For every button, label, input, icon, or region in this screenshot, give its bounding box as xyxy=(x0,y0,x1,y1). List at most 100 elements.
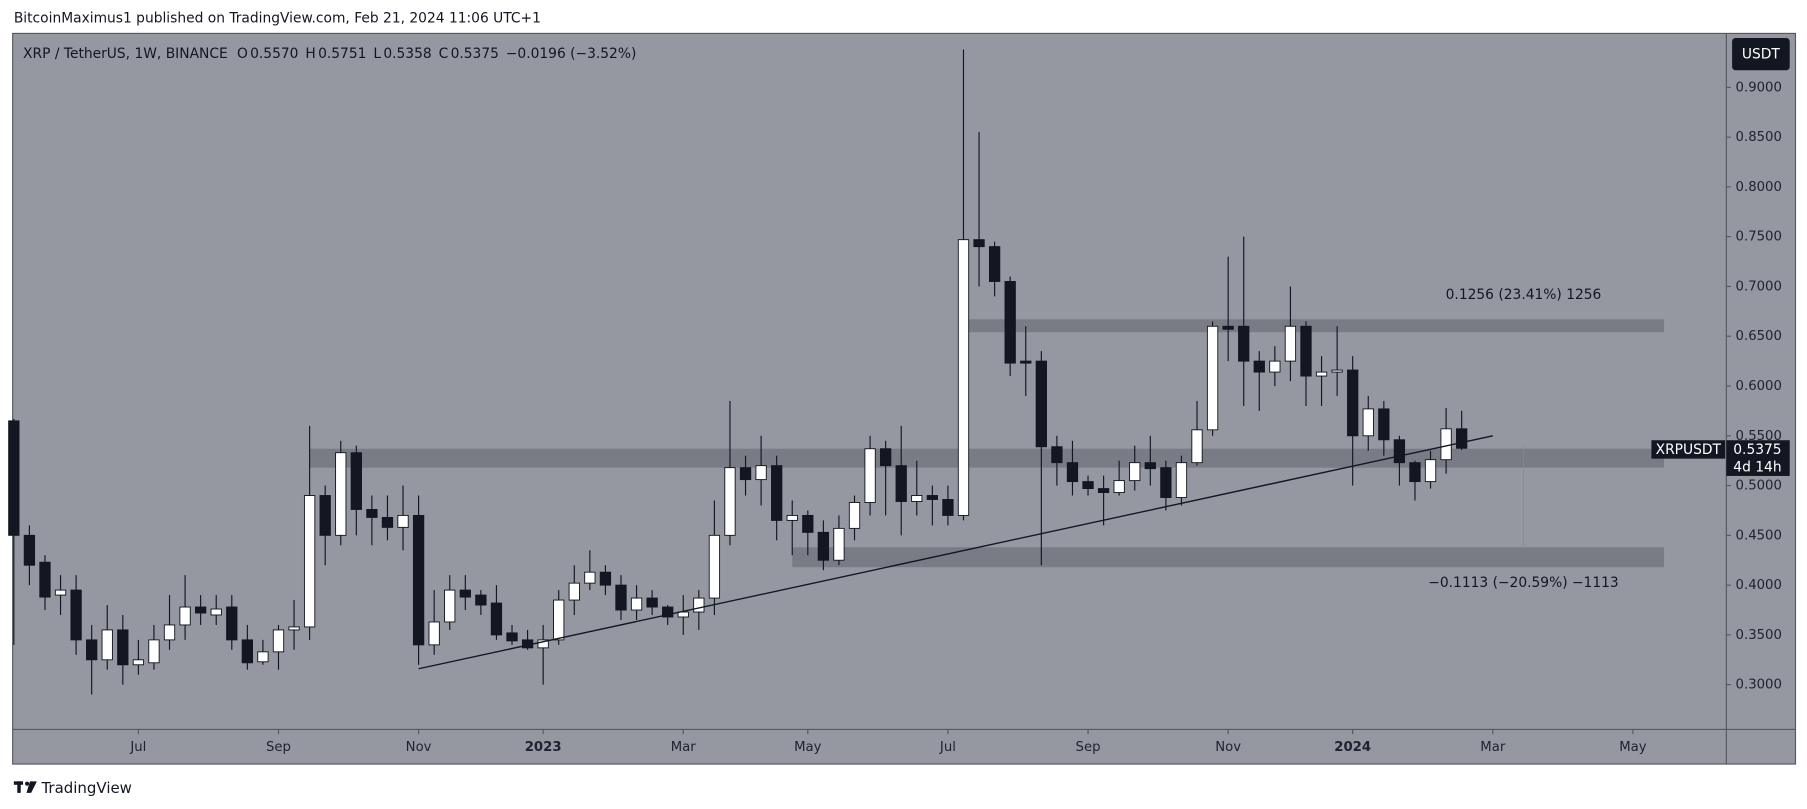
candle-body xyxy=(1409,462,1421,483)
candle-body xyxy=(817,531,830,561)
x-tick-label: Nov xyxy=(1215,740,1241,755)
candle-body xyxy=(568,582,580,601)
y-tick-label: 0.6000 xyxy=(1736,379,1782,394)
plot xyxy=(8,49,1665,695)
candle-body xyxy=(226,606,238,641)
legend-c-value: 0.5375 xyxy=(451,46,499,62)
candle-body xyxy=(802,514,814,533)
candle-body xyxy=(1238,325,1250,362)
candle-body xyxy=(86,639,98,661)
upper-measure: 0.1256 (23.41%) 1256 xyxy=(1446,287,1602,303)
candle-body xyxy=(973,239,985,248)
x-tick-label: Sep xyxy=(266,740,291,755)
y-tick-label: 0.8500 xyxy=(1736,130,1782,145)
y-tick-label: 0.8000 xyxy=(1736,180,1782,195)
y-tick-label: 0.5500 xyxy=(1736,429,1782,444)
candle-body xyxy=(942,499,954,516)
legend-c: C xyxy=(439,46,449,62)
candle-body xyxy=(459,589,471,598)
candle-body xyxy=(397,514,409,528)
candle-body xyxy=(1284,325,1297,362)
candle-body xyxy=(506,632,518,642)
candle-body xyxy=(1253,360,1265,373)
candle-body xyxy=(911,495,923,502)
candle-body xyxy=(1051,446,1063,464)
candle-body xyxy=(988,246,1001,282)
candle-body xyxy=(70,589,82,641)
candle-body xyxy=(708,534,721,599)
candle-body xyxy=(350,452,362,510)
candle-body xyxy=(8,420,20,536)
candle-body xyxy=(303,495,316,628)
y-tick-label: 0.3500 xyxy=(1736,628,1782,643)
candle-body xyxy=(1175,462,1188,498)
candle-body xyxy=(615,584,627,611)
legend-symbol: XRP / TetherUS, 1W, BINANCE xyxy=(23,46,228,62)
candle-body xyxy=(537,639,549,649)
candle-body xyxy=(957,239,970,516)
candle-body xyxy=(366,509,378,518)
candle-body xyxy=(1144,462,1156,470)
legend-l-value: 0.5358 xyxy=(383,46,431,62)
y-tick-label: 0.4500 xyxy=(1736,528,1782,543)
y-tick-label: 0.4000 xyxy=(1736,578,1782,593)
candle-body xyxy=(1456,428,1468,449)
candle-body xyxy=(895,465,907,502)
symbol-tag-text: XRPUSDT xyxy=(1656,442,1722,458)
y-tick-label: 0.9000 xyxy=(1736,80,1782,95)
candle-body xyxy=(1004,281,1016,364)
currency-label[interactable]: USDT xyxy=(1742,47,1781,63)
y-tick-label: 0.7000 xyxy=(1736,279,1782,294)
x-tick-label: 2023 xyxy=(525,740,562,755)
candle-body xyxy=(381,516,394,528)
candle-body xyxy=(412,514,425,646)
candle-body xyxy=(444,589,456,623)
symbol-tag xyxy=(1651,440,1726,459)
legend-o-value: 0.5570 xyxy=(250,46,298,62)
legend: XRP / TetherUS, 1W, BINANCE O 0.5570 H 0.575… xyxy=(23,46,636,62)
candle-body xyxy=(662,606,674,618)
price-tag xyxy=(1726,440,1790,476)
candle-body xyxy=(864,448,876,503)
candle-body xyxy=(54,589,67,596)
candle-body xyxy=(148,639,160,664)
candle-body xyxy=(1066,462,1079,483)
candle-body xyxy=(1269,360,1281,373)
y-tick-label: 0.6500 xyxy=(1736,329,1782,344)
zone xyxy=(309,448,1665,468)
legend-h: H xyxy=(305,46,315,62)
candle-body xyxy=(179,606,191,626)
candle-body xyxy=(428,621,440,646)
candle-body xyxy=(1315,371,1328,377)
candle-body xyxy=(1191,429,1203,464)
candle-body xyxy=(490,602,503,636)
candle-body xyxy=(1440,428,1452,461)
currency-button[interactable] xyxy=(1732,38,1790,71)
x-tick-label: Jul xyxy=(129,740,146,755)
candle-body xyxy=(1331,369,1343,373)
candle-body xyxy=(926,495,938,500)
candle-body xyxy=(1300,325,1312,377)
x-tick-label: May xyxy=(794,740,822,755)
countdown-text: 4d 14h xyxy=(1733,459,1781,475)
candle-body xyxy=(1222,325,1234,330)
candle-body xyxy=(288,626,300,631)
zone xyxy=(792,547,1665,568)
candle-body xyxy=(210,608,222,616)
legend-h-value: 0.5751 xyxy=(318,46,366,62)
candle-body xyxy=(1160,467,1172,498)
candle-body xyxy=(599,571,612,586)
candle-body xyxy=(272,629,285,653)
candle-body xyxy=(848,502,861,529)
candle-body xyxy=(1020,360,1032,364)
x-tick-label: Sep xyxy=(1076,740,1101,755)
candle-body xyxy=(1129,462,1141,482)
candle-body xyxy=(553,599,565,641)
x-tick-label: May xyxy=(1619,740,1647,755)
candle-body xyxy=(1113,480,1125,493)
candle-body xyxy=(833,527,845,561)
x-tick-label: Jul xyxy=(939,740,956,755)
lower-measure: −0.1113 (−20.59%) −1113 xyxy=(1428,575,1618,591)
candle-body xyxy=(755,465,767,481)
